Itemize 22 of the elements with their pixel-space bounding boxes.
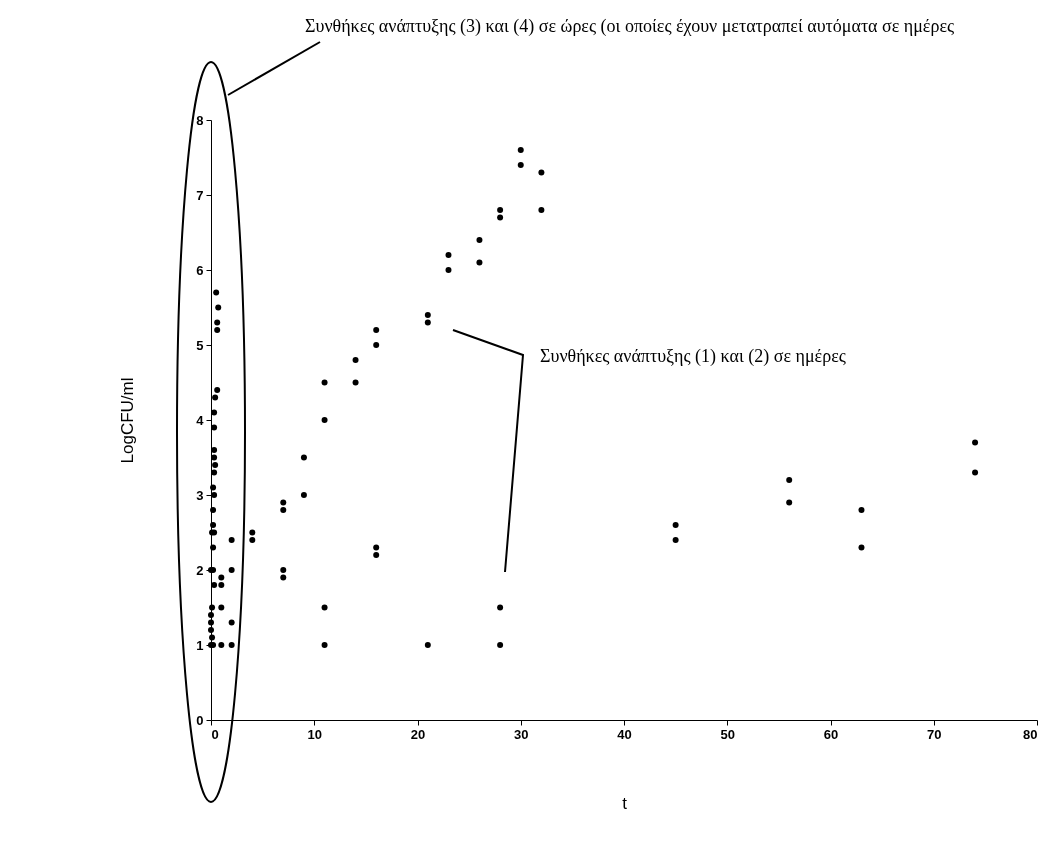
- x-tick-label: 50: [720, 726, 735, 742]
- x-tick-label: 10: [307, 726, 322, 742]
- x-tick-label: 20: [410, 726, 426, 742]
- y-axis-title: LogCFU/ml: [117, 377, 137, 464]
- x-tick-label: 0: [211, 726, 219, 742]
- y-tick-label: 1: [196, 637, 204, 653]
- x-tick-label: 80: [1023, 726, 1038, 742]
- y-tick-label: 3: [196, 487, 204, 503]
- y-tick-label: 7: [196, 187, 204, 203]
- y-tick-label: 5: [196, 337, 204, 353]
- y-tick-label: 4: [196, 412, 205, 428]
- x-tick-label: 70: [927, 726, 942, 742]
- x-tick-label: 40: [617, 726, 632, 742]
- x-tick-label: 30: [514, 726, 529, 742]
- y-tick-label: 2: [196, 562, 204, 578]
- y-tick-label: 6: [196, 262, 204, 278]
- x-axis-title: t: [622, 793, 628, 813]
- text: Συνθήκες ανάπτυξης (3) και (4) σε ώρες (οι οποίες έχουν μετατραπεί αυτόματα σε ημέρες: [305, 15, 955, 38]
- x-tick-label: 60: [823, 726, 839, 742]
- y-tick-label: 8: [196, 112, 204, 128]
- annotation: Συνθήκες ανάπτυξης (1) και (2) σε ημέρες: [540, 345, 847, 368]
- y-tick-label: 0: [196, 712, 204, 728]
